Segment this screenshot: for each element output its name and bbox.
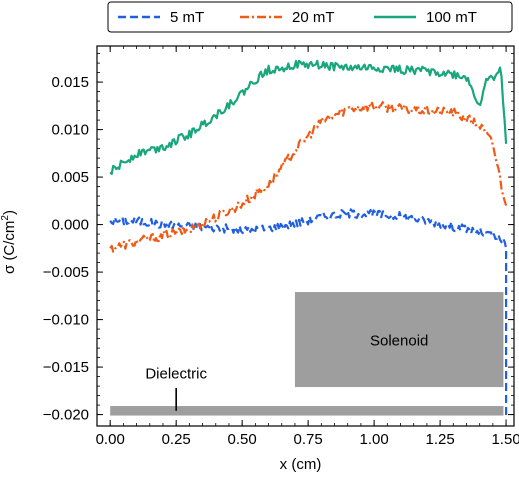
- y-axis-label-tail: ): [1, 210, 18, 215]
- legend-layer: 5 mT 20 mT 100 mT: [107, 1, 513, 33]
- dielectric-rect: [110, 406, 504, 416]
- annotation-layer: Solenoid Dielectric: [110, 292, 504, 416]
- x-tick-label: 1.25: [425, 431, 454, 448]
- plot-frame: [96, 45, 515, 427]
- x-tick-label: 1.50: [491, 431, 519, 448]
- y-tick-label: −0.020: [43, 407, 89, 424]
- series-line-100-mt: [109, 59, 508, 175]
- solenoid-rect: [294, 292, 504, 388]
- x-tick-label: 1.00: [360, 431, 389, 448]
- series-line-5-mt: [109, 208, 508, 420]
- axes-layer: 0.00 0.25 0.50 0.75 1.00 1.25 1.50 −0.020 −0.015…: [0, 45, 519, 473]
- dielectric-label: Dielectric: [145, 366, 207, 383]
- y-axis-label: σ (C/cm2): [0, 210, 18, 274]
- y-tick-label: −0.010: [43, 312, 89, 329]
- y-axis-label-sup: 2: [0, 215, 11, 221]
- y-tick-label: −0.005: [43, 264, 89, 281]
- x-tick-label: 0.25: [162, 431, 191, 448]
- x-tick-label: 0.75: [294, 431, 323, 448]
- x-tick-label: 0.50: [228, 431, 257, 448]
- legend-box: [107, 1, 513, 33]
- x-axis-label: x (cm): [280, 456, 322, 473]
- y-tick-label: −0.015: [43, 359, 89, 376]
- series-layer: [109, 59, 508, 420]
- x-tick-label: 0.00: [96, 431, 125, 448]
- legend-label: 100 mT: [426, 9, 477, 26]
- solenoid-label: Solenoid: [370, 333, 428, 350]
- y-axis-label-main: σ (C/cm: [1, 221, 18, 274]
- y-tick-label: 0.005: [51, 169, 89, 186]
- legend-label: 20 mT: [292, 9, 335, 26]
- legend-label: 5 mT: [170, 9, 204, 26]
- y-tick-label: 0.010: [51, 122, 89, 139]
- y-tick-label: 0.015: [51, 74, 89, 91]
- series-line-20-mt: [109, 101, 508, 253]
- y-tick-label: 0.000: [51, 217, 89, 234]
